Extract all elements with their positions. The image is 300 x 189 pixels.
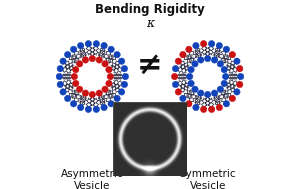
Circle shape <box>64 51 71 58</box>
Circle shape <box>211 57 218 63</box>
Circle shape <box>76 86 83 92</box>
Circle shape <box>93 106 100 113</box>
Circle shape <box>186 46 192 53</box>
Circle shape <box>229 51 236 58</box>
Circle shape <box>82 57 89 63</box>
Circle shape <box>96 57 102 63</box>
Text: κ: κ <box>146 17 154 30</box>
Circle shape <box>57 81 64 88</box>
Circle shape <box>96 90 102 96</box>
Circle shape <box>73 67 79 73</box>
Circle shape <box>234 89 240 95</box>
Circle shape <box>238 73 244 80</box>
Text: Asymmetric
Vesicle: Asymmetric Vesicle <box>61 169 124 189</box>
Circle shape <box>204 91 211 98</box>
Circle shape <box>211 90 218 96</box>
Circle shape <box>121 81 128 88</box>
Circle shape <box>216 42 223 49</box>
Circle shape <box>221 80 227 87</box>
Circle shape <box>107 73 113 80</box>
Circle shape <box>118 89 125 95</box>
Text: ≠: ≠ <box>137 51 163 80</box>
Circle shape <box>70 101 77 107</box>
Circle shape <box>234 58 240 64</box>
Circle shape <box>200 106 207 113</box>
Circle shape <box>82 90 89 96</box>
Circle shape <box>187 73 193 80</box>
Circle shape <box>193 104 199 111</box>
Circle shape <box>188 67 194 73</box>
Circle shape <box>64 95 71 102</box>
Circle shape <box>77 104 84 111</box>
Circle shape <box>208 106 215 113</box>
Circle shape <box>77 42 84 49</box>
Circle shape <box>85 106 92 113</box>
Circle shape <box>70 46 77 53</box>
Circle shape <box>172 65 179 72</box>
Circle shape <box>221 67 227 73</box>
Circle shape <box>188 80 194 87</box>
Circle shape <box>171 73 178 80</box>
Circle shape <box>93 40 100 47</box>
Circle shape <box>71 73 78 80</box>
Circle shape <box>89 91 96 98</box>
Circle shape <box>121 65 128 72</box>
Circle shape <box>60 58 66 64</box>
Circle shape <box>208 40 215 47</box>
Circle shape <box>172 81 179 88</box>
Circle shape <box>89 55 96 62</box>
Circle shape <box>229 95 236 102</box>
Circle shape <box>198 57 204 63</box>
Circle shape <box>114 51 120 58</box>
Circle shape <box>85 40 92 47</box>
Circle shape <box>106 67 112 73</box>
Circle shape <box>175 58 182 64</box>
Circle shape <box>192 61 198 67</box>
Circle shape <box>101 104 107 111</box>
Circle shape <box>175 89 182 95</box>
Circle shape <box>108 46 114 53</box>
Circle shape <box>106 80 112 87</box>
Circle shape <box>200 40 207 47</box>
Circle shape <box>192 86 198 92</box>
Circle shape <box>180 95 186 102</box>
Circle shape <box>180 51 186 58</box>
Circle shape <box>186 101 192 107</box>
Circle shape <box>198 90 204 96</box>
Circle shape <box>217 61 224 67</box>
Circle shape <box>236 65 243 72</box>
Circle shape <box>199 68 216 85</box>
Circle shape <box>216 104 223 111</box>
Circle shape <box>108 101 114 107</box>
Circle shape <box>223 46 230 53</box>
Circle shape <box>223 101 230 107</box>
Text: Symmetric
Vesicle: Symmetric Vesicle <box>179 169 236 189</box>
Circle shape <box>57 65 64 72</box>
Circle shape <box>236 81 243 88</box>
Circle shape <box>217 86 224 92</box>
Circle shape <box>73 80 79 87</box>
Circle shape <box>114 95 120 102</box>
Circle shape <box>76 61 83 67</box>
Circle shape <box>56 73 62 80</box>
Circle shape <box>102 61 108 67</box>
Text: Bending Rigidity: Bending Rigidity <box>95 3 205 16</box>
Circle shape <box>118 58 125 64</box>
Circle shape <box>101 42 107 49</box>
Circle shape <box>193 42 199 49</box>
Circle shape <box>222 73 229 80</box>
Circle shape <box>60 89 66 95</box>
Circle shape <box>204 55 211 62</box>
Circle shape <box>84 68 101 85</box>
Circle shape <box>102 86 108 92</box>
Circle shape <box>122 73 129 80</box>
